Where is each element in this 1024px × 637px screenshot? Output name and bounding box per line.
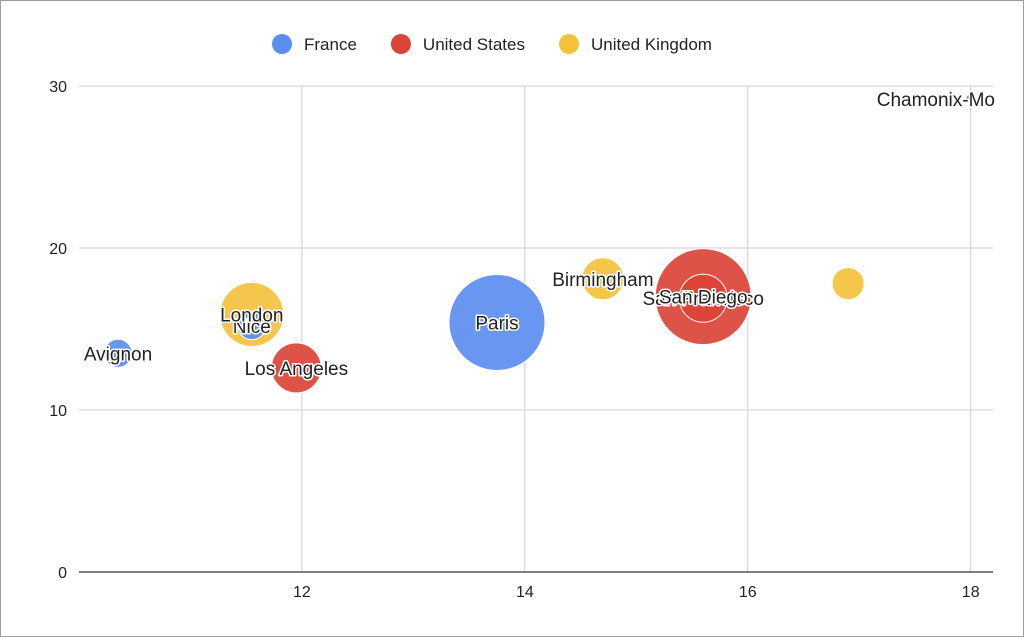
y-tick-label: 10 [49, 403, 67, 420]
y-tick-label: 0 [58, 565, 67, 582]
bubble-label: Avignon [84, 344, 152, 365]
bubble-labels: Paris Nice Avignon Chamonix-Mont-Blanc Londo… [82, 88, 1023, 381]
bubble [237, 311, 267, 341]
legend-label: United Kingdom [591, 35, 712, 54]
x-tick-label: 16 [739, 584, 757, 601]
bubble-label: Chamonix-Mont-Blanc [877, 90, 1023, 111]
bubble [448, 274, 546, 372]
x-tick-label: 18 [962, 584, 980, 601]
legend-label: France [304, 35, 357, 54]
legend: France United States United Kingdom [272, 34, 712, 54]
bubble-label: Los Angeles [245, 359, 349, 380]
bubbles [103, 93, 977, 394]
legend-label: United States [423, 35, 525, 54]
legend-marker [390, 34, 411, 54]
bubble-label: San Francisco [642, 289, 763, 310]
y-tick-label: 30 [49, 79, 67, 96]
bubble [831, 267, 865, 301]
bubble-label: Nice [233, 317, 271, 338]
y-axis: 0 10 20 30 [49, 79, 67, 582]
bubble-label: San Diego [659, 288, 748, 309]
y-tick-label: 20 [49, 241, 67, 258]
bubble-label: Paris [475, 314, 518, 335]
bubble [965, 93, 977, 105]
bubble-label: London [220, 305, 283, 326]
legend-marker [558, 34, 579, 54]
x-tick-label: 12 [293, 584, 311, 601]
bubble [270, 342, 322, 394]
legend-marker [272, 34, 292, 54]
x-tick-label: 14 [516, 584, 534, 601]
x-axis: 12 14 16 18 [79, 571, 993, 601]
bubble [581, 257, 625, 301]
bubble [103, 338, 133, 368]
bubble-label: Birmingham [552, 270, 653, 291]
bubble [678, 273, 728, 323]
